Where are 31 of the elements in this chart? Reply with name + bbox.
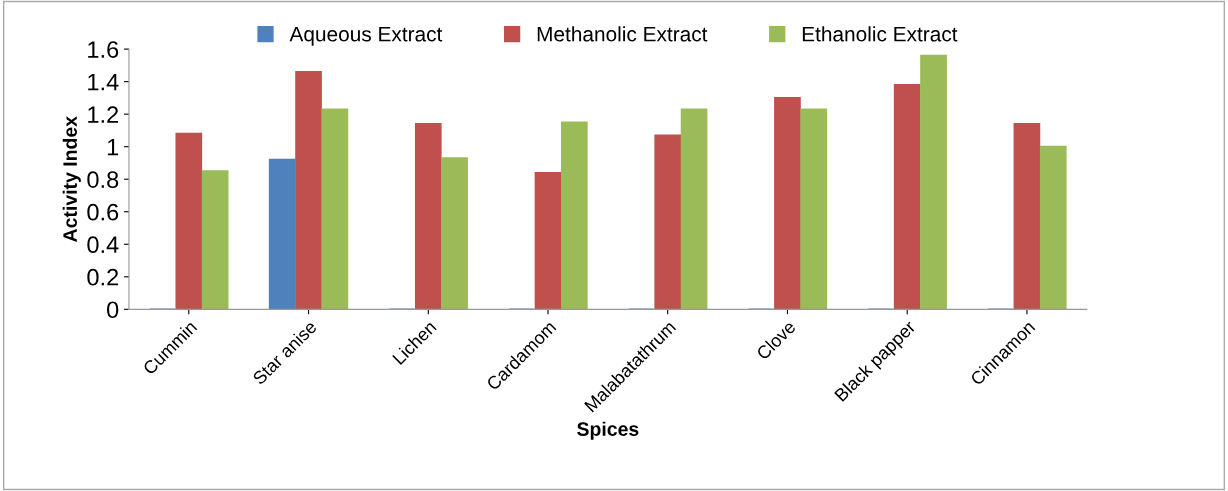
y-tick-label: 1.2	[88, 106, 119, 123]
y-tick-label: 1	[107, 139, 119, 156]
x-axis-title: Spices	[577, 421, 639, 440]
bar	[920, 54, 947, 310]
y-tick-label: 0.6	[87, 203, 119, 221]
bar	[268, 158, 296, 310]
bar	[680, 108, 708, 310]
y-tick-label: 0.4	[87, 236, 119, 254]
bar	[321, 108, 349, 310]
y-tick-label: 1.4	[88, 73, 119, 91]
bar	[893, 84, 921, 310]
bar	[534, 171, 562, 310]
y-tick-label: 1.6	[88, 41, 119, 58]
legend-label: Methanolic Extract	[537, 26, 708, 42]
bar	[414, 123, 442, 310]
y-tick-label: 0	[107, 301, 119, 319]
bar	[1013, 123, 1041, 310]
y-axis-title: Activity Index	[62, 116, 81, 242]
bar	[774, 97, 801, 310]
bar	[800, 108, 828, 310]
bar	[295, 71, 322, 310]
y-tick-label: 0.8	[87, 171, 119, 188]
bar	[654, 134, 682, 310]
y-tick-label: 0.2	[87, 268, 119, 286]
bar	[1039, 145, 1067, 310]
legend-label: Aqueous Extract	[289, 26, 443, 46]
bar	[560, 121, 588, 310]
bar	[441, 157, 468, 310]
legend-label: Ethanolic Extract	[802, 26, 958, 42]
bar	[175, 132, 203, 310]
bar	[201, 170, 229, 310]
